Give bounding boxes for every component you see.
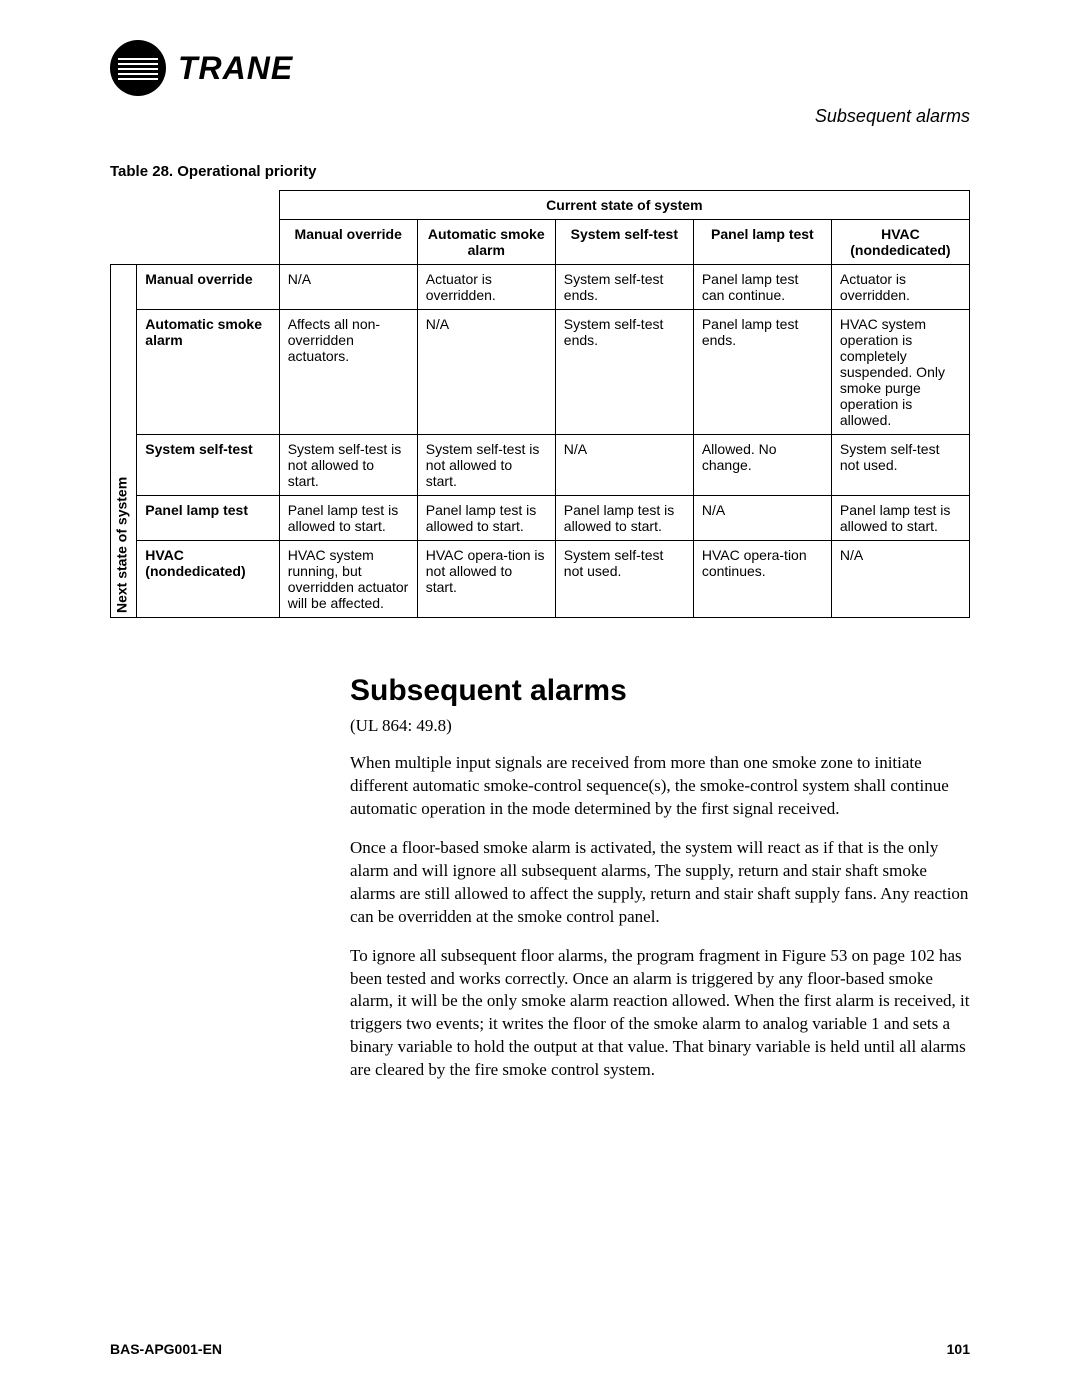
table-cell: N/A (555, 435, 693, 496)
row-header: Panel lamp test (137, 496, 279, 541)
table-cell: Panel lamp test can continue. (693, 265, 831, 310)
body-paragraph: To ignore all subsequent floor alarms, t… (350, 945, 970, 1083)
table-row: System self-test System self-test is not… (111, 435, 970, 496)
page-header-title: Subsequent alarms (110, 106, 970, 127)
table-cell: System self-test not used. (555, 541, 693, 618)
table-cell: System self-test not used. (831, 435, 969, 496)
table-cell: N/A (417, 310, 555, 435)
column-header: Manual override (279, 220, 417, 265)
table-row: Panel lamp test Panel lamp test is allow… (111, 496, 970, 541)
column-header: System self-test (555, 220, 693, 265)
row-group-header: Next state of system (111, 265, 137, 618)
table-cell: Panel lamp test is allowed to start. (831, 496, 969, 541)
page-footer: BAS-APG001-EN 101 (110, 1341, 970, 1357)
table-cell: N/A (279, 265, 417, 310)
table-cell: Panel lamp test is allowed to start. (555, 496, 693, 541)
section-heading: Subsequent alarms (350, 674, 970, 708)
row-header: HVAC (nondedicated) (137, 541, 279, 618)
table-cell: HVAC opera-tion continues. (693, 541, 831, 618)
column-header: Panel lamp test (693, 220, 831, 265)
footer-doc-id: BAS-APG001-EN (110, 1341, 222, 1357)
body-paragraph: When multiple input signals are received… (350, 752, 970, 821)
body-paragraph: Once a floor-based smoke alarm is activa… (350, 837, 970, 929)
table-cell: HVAC system running, but overridden actu… (279, 541, 417, 618)
logo: TRANE (110, 40, 970, 96)
table-row: HVAC (nondedicated) HVAC system running,… (111, 541, 970, 618)
table-cell: Affects all non-overridden actuators. (279, 310, 417, 435)
table-cell: Panel lamp test is allowed to start. (417, 496, 555, 541)
table-cell: System self-test is not allowed to start… (279, 435, 417, 496)
table-cell: HVAC opera-tion is not allowed to start. (417, 541, 555, 618)
row-header: System self-test (137, 435, 279, 496)
brand-name: TRANE (178, 50, 293, 87)
table-caption: Table 28. Operational priority (110, 163, 970, 180)
table-cell: Allowed. No change. (693, 435, 831, 496)
table-cell: Actuator is overridden. (831, 265, 969, 310)
row-header: Manual override (137, 265, 279, 310)
logo-icon (110, 40, 166, 96)
table-cell: N/A (831, 541, 969, 618)
table-cell: Panel lamp test ends. (693, 310, 831, 435)
table-cell: Panel lamp test is allowed to start. (279, 496, 417, 541)
table-cell: HVAC system operation is completely susp… (831, 310, 969, 435)
row-header: Automatic smoke alarm (137, 310, 279, 435)
table-cell: System self-test ends. (555, 310, 693, 435)
table-corner-blank (111, 191, 280, 265)
column-header: Automatic smoke alarm (417, 220, 555, 265)
section-reference: (UL 864: 49.8) (350, 716, 970, 736)
table-cell: System self-test is not allowed to start… (417, 435, 555, 496)
table-row: Next state of system Manual override N/A… (111, 265, 970, 310)
priority-table: Current state of system Manual override … (110, 190, 970, 618)
table-cell: System self-test ends. (555, 265, 693, 310)
column-group-header: Current state of system (279, 191, 969, 220)
table-cell: N/A (693, 496, 831, 541)
column-header: HVAC (nondedicated) (831, 220, 969, 265)
table-cell: Actuator is overridden. (417, 265, 555, 310)
page: TRANE Subsequent alarms Table 28. Operat… (0, 0, 1080, 1397)
footer-page-number: 101 (947, 1341, 970, 1357)
table-row: Automatic smoke alarm Affects all non-ov… (111, 310, 970, 435)
